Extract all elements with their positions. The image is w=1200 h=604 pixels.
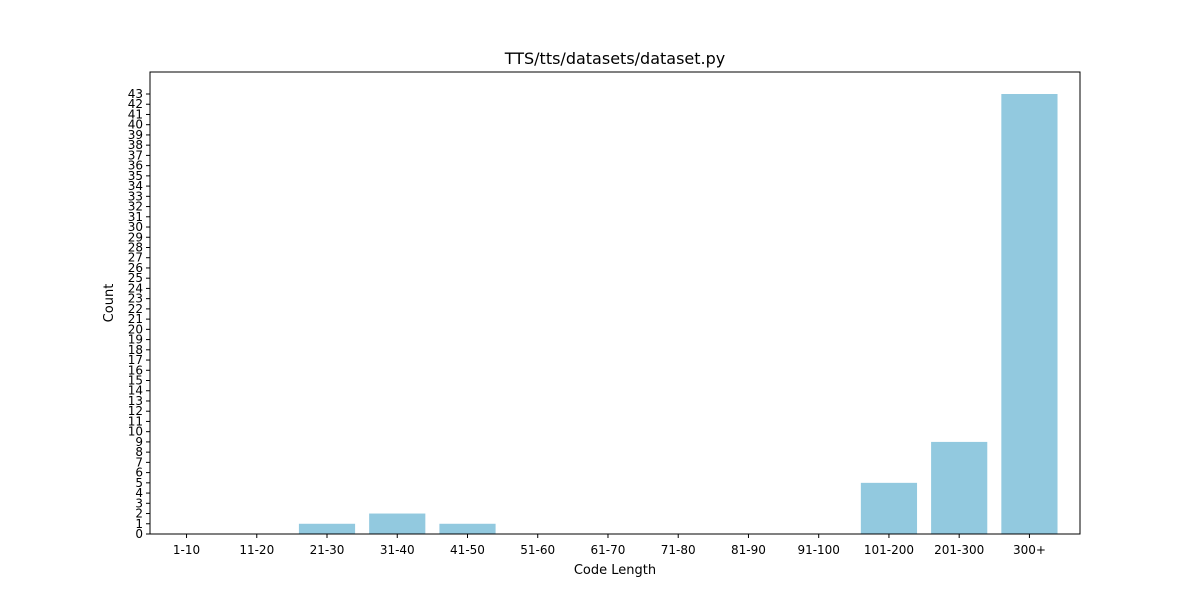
y-tick-label: 30 [128, 220, 143, 234]
y-tick-label: 17 [128, 353, 143, 367]
x-axis-ticks: 1-10 11-20 21-30 31-40 41-50 51-60 61-70 71-80 8… [173, 534, 1046, 557]
y-tick-label: 1 [135, 517, 143, 531]
x-tick-label: 71-80 [661, 543, 696, 557]
bar-41-50 [439, 523, 496, 534]
y-tick-label: 34 [128, 179, 143, 193]
x-axis-label: Code Length [574, 563, 656, 578]
y-tick-label: 7 [135, 455, 143, 469]
y-tick-label: 18 [128, 343, 143, 357]
y-tick-label: 24 [128, 281, 143, 295]
y-tick-label: 8 [135, 445, 143, 459]
x-tick-label: 51-60 [520, 543, 555, 557]
y-tick-label: 41 [128, 107, 143, 121]
bars-layer [298, 94, 1058, 534]
bar-31-40 [369, 513, 426, 534]
y-tick-label: 28 [128, 240, 143, 254]
bar-101-200 [860, 482, 918, 534]
y-tick-label: 3 [135, 496, 143, 510]
y-tick-label: 16 [128, 363, 143, 377]
x-tick-label: 101-200 [864, 543, 914, 557]
y-tick-label: 9 [135, 435, 143, 449]
x-tick-label: 300+ [1013, 543, 1046, 557]
y-tick-label: 42 [128, 97, 143, 111]
bar-300+ [1001, 94, 1058, 534]
y-tick-label: 14 [128, 384, 143, 398]
x-tick-label: 91-100 [797, 543, 840, 557]
y-tick-label: 31 [128, 210, 143, 224]
y-tick-label: 21 [128, 312, 143, 326]
chart-title: TTS/tts/datasets/dataset.py [504, 49, 726, 68]
plot-frame [149, 71, 1081, 535]
x-tick-label: 1-10 [173, 543, 200, 557]
y-tick-label: 6 [135, 466, 143, 480]
y-tick-label: 33 [128, 189, 143, 203]
y-tick-label: 20 [128, 322, 143, 336]
y-tick-label: 26 [128, 261, 143, 275]
x-tick-label: 201-300 [934, 543, 984, 557]
y-axis-label: Count [102, 284, 117, 323]
y-tick-label: 10 [128, 425, 143, 439]
y-tick-label: 11 [128, 414, 143, 428]
bar-21-30 [298, 523, 356, 534]
y-tick-label: 5 [135, 476, 143, 490]
y-tick-label: 38 [128, 138, 143, 152]
y-tick-label: 40 [128, 118, 143, 132]
y-tick-label: 25 [128, 271, 143, 285]
y-tick-label: 4 [135, 486, 143, 500]
y-tick-label: 13 [128, 394, 143, 408]
x-tick-label: 11-20 [239, 543, 274, 557]
x-tick-label: 61-70 [591, 543, 626, 557]
x-tick-label: 41-50 [450, 543, 485, 557]
y-tick-label: 19 [128, 333, 143, 347]
y-tick-label: 36 [128, 159, 143, 173]
y-tick-label: 29 [128, 230, 143, 244]
y-tick-label: 15 [128, 374, 143, 388]
y-tick-label: 39 [128, 128, 143, 142]
bar-201-300 [931, 441, 988, 534]
y-tick-label: 43 [128, 87, 143, 101]
y-tick-label: 0 [135, 527, 143, 541]
y-tick-label: 23 [128, 292, 143, 306]
y-tick-label: 2 [135, 507, 143, 521]
y-tick-label: 22 [128, 302, 143, 316]
x-tick-label: 21-30 [310, 543, 345, 557]
x-tick-label: 81-90 [731, 543, 766, 557]
y-tick-label: 27 [128, 251, 143, 265]
x-tick-label: 31-40 [380, 543, 415, 557]
y-axis-ticks: 0123456789101112131415161718192021222324… [128, 87, 150, 541]
y-tick-label: 37 [128, 148, 143, 162]
y-tick-label: 32 [128, 200, 143, 214]
y-tick-label: 12 [128, 404, 143, 418]
y-tick-label: 35 [128, 169, 143, 183]
